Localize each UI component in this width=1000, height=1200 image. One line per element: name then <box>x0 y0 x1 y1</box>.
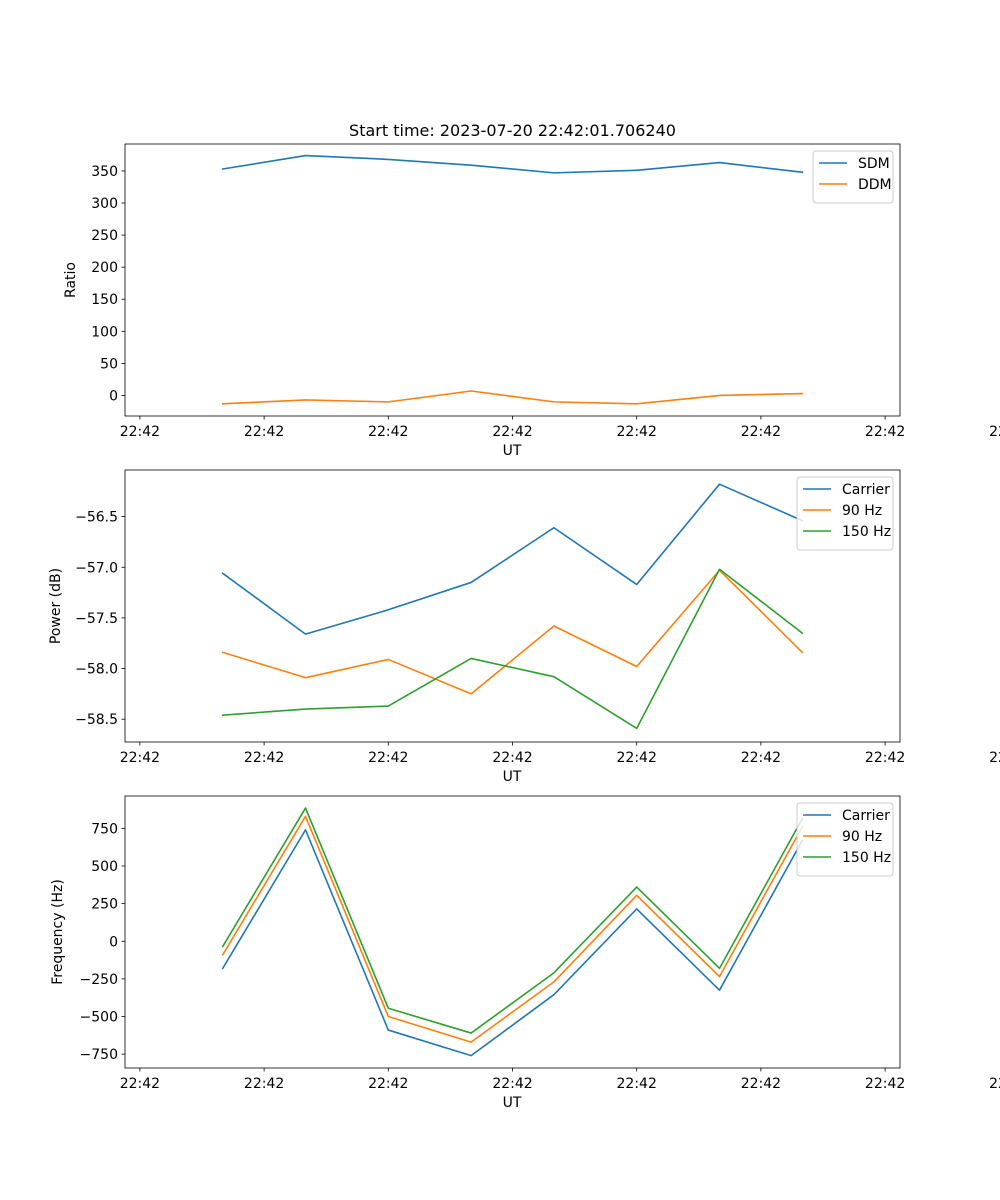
x-tick-label: 22:42 <box>120 1076 160 1092</box>
series-line-90-hz <box>221 569 804 695</box>
series-line-ddm <box>221 390 804 405</box>
x-tick-label: 22:42 <box>741 750 781 766</box>
legend: Carrier 90 Hz 150 Hz <box>796 802 894 877</box>
legend: Carrier 90 Hz 150 Hz <box>796 476 894 551</box>
x-axis-label: UT <box>503 443 522 459</box>
x-tick-label: 22:42 <box>120 424 160 440</box>
legend-entry: 90 Hz <box>842 503 882 519</box>
y-tick-label: 350 <box>91 164 118 180</box>
x-tick-label: 22:42 <box>368 1076 408 1092</box>
axes-frame <box>124 795 901 1069</box>
x-tick-label: 22:42 <box>617 1076 657 1092</box>
y-tick-label: 250 <box>91 228 118 244</box>
x-tick-label: 22:42 <box>244 424 284 440</box>
chart-title: Start time: 2023-07-20 22:42:01.706240 <box>349 121 676 140</box>
x-tick-label: 22:42 <box>865 1076 905 1092</box>
series-line-150-hz <box>221 807 804 1034</box>
x-tick-label: 22:43 <box>989 750 1000 766</box>
x-tick-label: 22:43 <box>989 1076 1000 1092</box>
x-axis-label: UT <box>503 769 522 785</box>
x-tick-label: 22:43 <box>989 424 1000 440</box>
axes-frame <box>124 469 901 743</box>
x-tick-label: 22:42 <box>244 750 284 766</box>
x-tick-label: 22:42 <box>368 424 408 440</box>
x-tick-label: 22:42 <box>368 750 408 766</box>
x-tick-label: 22:42 <box>865 750 905 766</box>
y-tick-label: 200 <box>91 260 118 276</box>
y-tick-label: −750 <box>80 1047 118 1063</box>
x-tick-label: 22:42 <box>617 750 657 766</box>
y-tick-label: −56.5 <box>75 510 118 526</box>
legend-entry: 90 Hz <box>842 829 882 845</box>
y-tick-label: 50 <box>100 356 118 372</box>
y-axis-label: Power (dB) <box>48 568 64 644</box>
series-line-150-hz <box>221 568 804 730</box>
series-line-sdm <box>221 154 804 174</box>
legend-entry: 150 Hz <box>842 524 891 540</box>
subplot-ratio: 22:42 22:42 22:42 22:42 22:42 22:42 22:42 22:43… <box>63 143 1000 459</box>
y-tick-label: 500 <box>91 859 118 875</box>
x-tick-label: 22:42 <box>244 1076 284 1092</box>
y-axis-label: Frequency (Hz) <box>50 879 66 985</box>
y-tick-label: 150 <box>91 292 118 308</box>
series-line-carrier <box>221 829 804 1057</box>
y-tick-label: −250 <box>80 972 118 988</box>
legend-entry: SDM <box>858 156 890 172</box>
y-tick-label: 750 <box>91 821 118 837</box>
y-tick-label: −58.0 <box>75 662 118 678</box>
legend-entry: DDM <box>858 177 892 193</box>
y-tick-label: 300 <box>91 196 118 212</box>
legend: SDM DDM <box>812 150 894 204</box>
y-tick-label: 0 <box>109 934 118 950</box>
subplot-power: 22:42 22:42 22:42 22:42 22:42 22:42 22:42 22:43… <box>48 469 1000 785</box>
y-tick-label: −500 <box>80 1010 118 1026</box>
y-tick-label: 0 <box>109 388 118 404</box>
series-line-carrier <box>221 483 804 635</box>
y-tick-label: 100 <box>91 324 118 340</box>
series-line-90-hz <box>221 815 804 1043</box>
x-tick-label: 22:42 <box>741 1076 781 1092</box>
legend-entry: Carrier <box>842 482 890 498</box>
x-tick-label: 22:42 <box>741 424 781 440</box>
x-tick-label: 22:42 <box>492 750 532 766</box>
x-tick-label: 22:42 <box>492 424 532 440</box>
y-tick-label: −57.0 <box>75 560 118 576</box>
y-tick-label: 250 <box>91 897 118 913</box>
x-tick-label: 22:42 <box>617 424 657 440</box>
subplot-frequency: 22:42 22:42 22:42 22:42 22:42 22:42 22:42 22:43… <box>50 795 1000 1111</box>
legend-box <box>812 150 894 204</box>
x-tick-label: 22:42 <box>120 750 160 766</box>
legend-entry: 150 Hz <box>842 850 891 866</box>
y-axis-label: Ratio <box>63 262 79 298</box>
x-tick-label: 22:42 <box>865 424 905 440</box>
legend-entry: Carrier <box>842 808 890 824</box>
y-tick-label: −58.5 <box>75 712 118 728</box>
y-tick-label: −57.5 <box>75 611 118 627</box>
x-tick-label: 22:42 <box>492 1076 532 1092</box>
axes-frame <box>124 143 901 417</box>
x-axis-label: UT <box>503 1095 522 1111</box>
